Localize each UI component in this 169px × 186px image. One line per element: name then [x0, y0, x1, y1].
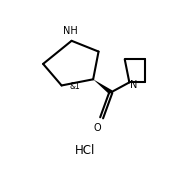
Text: &1: &1 [69, 82, 80, 91]
Text: N: N [129, 81, 137, 90]
Text: HCl: HCl [75, 144, 95, 157]
Polygon shape [93, 79, 112, 94]
Text: NH: NH [63, 26, 77, 36]
Text: O: O [94, 123, 102, 133]
